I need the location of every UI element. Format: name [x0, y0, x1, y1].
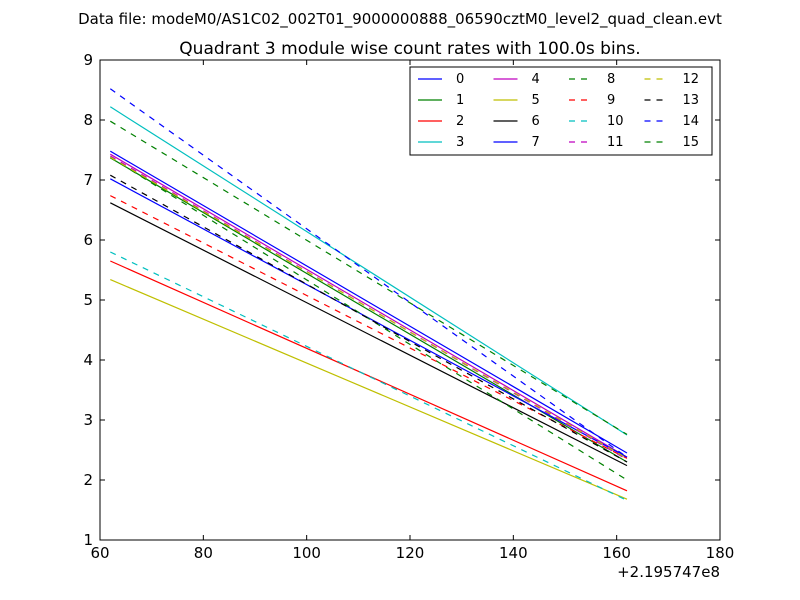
series-line-11: [109, 155, 628, 461]
series-line-12: [109, 156, 628, 459]
legend-label-1: 1: [456, 93, 464, 108]
y-tick-label: 1: [83, 531, 93, 549]
legend-label-12: 12: [683, 72, 700, 87]
x-tick-label: 80: [194, 544, 213, 562]
series-line-2: [110, 260, 628, 492]
legend-label-6: 6: [532, 114, 540, 129]
chart-title: Quadrant 3 module wise count rates with …: [179, 39, 640, 59]
y-tick-label: 6: [83, 231, 93, 249]
legend-label-5: 5: [532, 93, 540, 108]
legend-label-0: 0: [456, 72, 464, 87]
legend-label-14: 14: [683, 114, 700, 129]
legend-label-11: 11: [607, 135, 624, 150]
y-tick-label: 5: [83, 291, 93, 309]
x-offset-label: +2.195747e8: [617, 563, 720, 581]
legend-label-8: 8: [607, 72, 615, 87]
x-tick-label: 180: [706, 544, 735, 562]
series-line-6: [110, 202, 628, 467]
y-tick-label: 4: [83, 351, 93, 369]
legend-label-10: 10: [607, 114, 624, 129]
legend-label-7: 7: [532, 135, 540, 150]
series-line-15: [109, 120, 628, 435]
legend-label-3: 3: [456, 135, 464, 150]
series-line-0: [109, 150, 628, 454]
y-tick-label: 3: [83, 411, 93, 429]
legend-box: [409, 66, 713, 156]
y-tick-label: 7: [83, 171, 93, 189]
x-tick-label: 140: [499, 544, 528, 562]
plot-area: [109, 88, 628, 501]
x-tick-label: 100: [292, 544, 321, 562]
x-tick-label: 120: [396, 544, 425, 562]
legend-label-9: 9: [607, 93, 615, 108]
series-line-4: [109, 153, 628, 458]
y-tick-label: 8: [83, 111, 93, 129]
legend-label-4: 4: [532, 72, 540, 87]
y-tick-label: 2: [83, 471, 93, 489]
series-line-3: [109, 106, 628, 436]
legend-label-15: 15: [683, 135, 700, 150]
legend-label-13: 13: [683, 93, 700, 108]
y-tick-label: 9: [83, 51, 93, 69]
series-line-8: [109, 156, 628, 481]
legend-label-2: 2: [456, 114, 464, 129]
x-tick-label: 160: [602, 544, 631, 562]
figure-suptitle: Data file: modeM0/AS1C02_002T01_90000008…: [78, 10, 722, 29]
series-line-13: [110, 174, 628, 463]
series-line-14: [109, 88, 628, 458]
x-tick-label: 60: [90, 544, 109, 562]
series-line-5: [110, 279, 628, 500]
